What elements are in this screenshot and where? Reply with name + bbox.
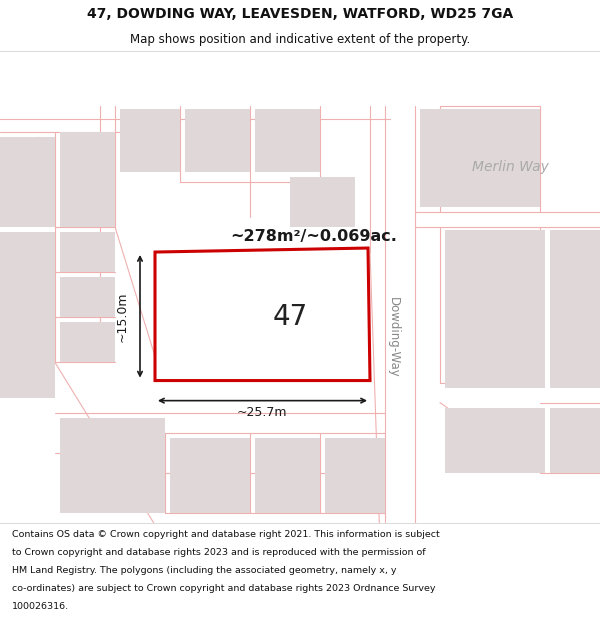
Polygon shape xyxy=(420,109,540,207)
Polygon shape xyxy=(60,418,165,513)
Text: 100026316.: 100026316. xyxy=(12,602,69,611)
Polygon shape xyxy=(445,230,545,388)
Polygon shape xyxy=(325,438,385,513)
Text: ~278m²/~0.069ac.: ~278m²/~0.069ac. xyxy=(230,229,397,244)
Polygon shape xyxy=(60,132,115,227)
Polygon shape xyxy=(185,109,250,172)
Polygon shape xyxy=(170,438,250,513)
Polygon shape xyxy=(60,277,115,318)
Polygon shape xyxy=(165,292,340,362)
Text: Contains OS data © Crown copyright and database right 2021. This information is : Contains OS data © Crown copyright and d… xyxy=(12,530,440,539)
Polygon shape xyxy=(550,408,600,473)
Polygon shape xyxy=(550,230,600,388)
Polygon shape xyxy=(120,109,180,172)
Text: Map shows position and indicative extent of the property.: Map shows position and indicative extent… xyxy=(130,34,470,46)
Polygon shape xyxy=(0,137,55,227)
Text: HM Land Registry. The polygons (including the associated geometry, namely x, y: HM Land Registry. The polygons (includin… xyxy=(12,566,397,575)
Polygon shape xyxy=(255,109,320,172)
Text: co-ordinates) are subject to Crown copyright and database rights 2023 Ordnance S: co-ordinates) are subject to Crown copyr… xyxy=(12,584,436,592)
Text: 47, DOWDING WAY, LEAVESDEN, WATFORD, WD25 7GA: 47, DOWDING WAY, LEAVESDEN, WATFORD, WD2… xyxy=(87,8,513,21)
Polygon shape xyxy=(0,232,55,398)
Polygon shape xyxy=(60,232,115,272)
Polygon shape xyxy=(155,248,370,381)
Text: Merlin Way: Merlin Way xyxy=(472,160,548,174)
Polygon shape xyxy=(60,322,115,362)
Polygon shape xyxy=(0,137,55,212)
Text: to Crown copyright and database rights 2023 and is reproduced with the permissio: to Crown copyright and database rights 2… xyxy=(12,548,425,557)
Text: ~25.7m: ~25.7m xyxy=(237,406,287,419)
Text: 47: 47 xyxy=(272,303,308,331)
Polygon shape xyxy=(445,408,545,473)
Polygon shape xyxy=(255,438,320,513)
Text: Dowding-Way: Dowding-Way xyxy=(386,297,400,378)
Text: ~15.0m: ~15.0m xyxy=(115,291,128,341)
Polygon shape xyxy=(290,177,355,227)
